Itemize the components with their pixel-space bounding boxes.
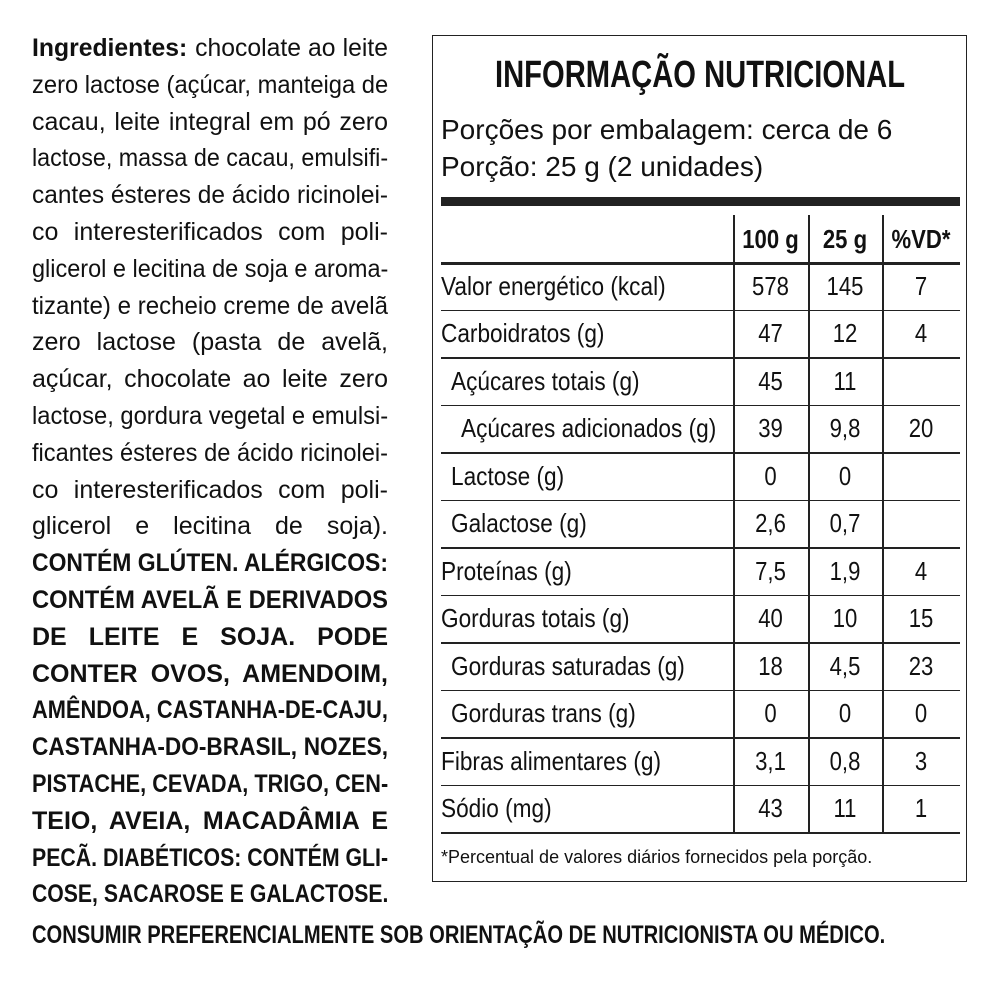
ingredient-line: zero lactose (açúcar, manteiga de — [32, 70, 389, 99]
nutrient-label: Carboidratos (g) — [441, 318, 605, 349]
nutrient-value: 39 — [758, 413, 783, 444]
allergen-line: PECÃ. DIABÉTICOS: CONTÉM GLI- — [32, 843, 389, 872]
nutrient-value: 18 — [758, 650, 783, 681]
nutrient-value: 0,8 — [829, 745, 861, 776]
ingredient-line: Ingredientes: chocolate ao leite — [32, 32, 388, 64]
ingredient-line: cantes ésteres de ácido ricinolei- — [32, 181, 389, 210]
nutrient-label: Sódio (mg) — [441, 793, 552, 824]
allergen-line: CONTÉM GLÚTEN. ALÉRGICOS: — [32, 549, 388, 578]
ingredient-text: chocolate ao leite — [195, 34, 388, 62]
allergen-line: AMÊNDOA, CASTANHA-DE-CAJU, — [32, 696, 388, 725]
nutrition-box — [432, 35, 967, 882]
row-rule — [441, 262, 960, 265]
column-rule — [882, 215, 884, 832]
table-title: INFORMAÇÃO NUTRICIONAL — [495, 54, 906, 96]
nutrient-value: 43 — [758, 793, 783, 824]
nutrient-value: 4 — [914, 555, 928, 586]
nutrient-value: 4 — [914, 318, 928, 349]
column-rule — [808, 215, 810, 832]
ingredient-line: co interesterificados com poli- — [32, 475, 388, 504]
ingredient-line: açúcar, chocolate ao leite zero — [32, 365, 388, 394]
row-rule — [441, 499, 960, 501]
nutrient-value: 15 — [908, 603, 934, 634]
nutrient-value: 45 — [758, 365, 783, 396]
column-header: 25 g — [822, 223, 868, 254]
nutrient-value: 0 — [764, 698, 777, 729]
row-rule — [441, 784, 960, 786]
column-rule — [733, 215, 735, 832]
nutrient-value: 1 — [914, 793, 928, 824]
ingredient-line: cacau, leite integral em pó zero — [32, 107, 388, 136]
row-rule — [441, 737, 960, 739]
nutrient-value: 10 — [832, 603, 858, 634]
nutrient-value: 2,6 — [755, 508, 786, 539]
row-rule — [441, 642, 960, 644]
row-rule — [441, 594, 960, 596]
row-rule — [441, 309, 960, 311]
allergen-line: TEIO, AVEIA, MACADÂMIA E — [32, 806, 388, 835]
row-rule — [441, 404, 960, 406]
ingredient-line: lactose, massa de cacau, emulsifi- — [32, 144, 389, 173]
allergen-line: COSE, SACAROSE E GALACTOSE. — [32, 880, 389, 909]
column-header: %VD* — [891, 223, 951, 254]
allergen-line: CASTANHA-DO-BRASIL, NOZES, — [32, 733, 388, 762]
ingredient-line: glicerol e lecitina de soja e aroma- — [32, 254, 389, 283]
nutrient-label: Lactose (g) — [451, 460, 565, 491]
row-rule — [441, 832, 960, 834]
nutrient-value: 20 — [908, 413, 934, 444]
nutrient-value: 0 — [914, 698, 928, 729]
ingredients-label: Ingredientes: — [32, 34, 188, 62]
row-rule — [441, 357, 960, 359]
nutrient-value: 11 — [833, 793, 857, 824]
column-header: 100 g — [742, 223, 799, 254]
nutrient-value: 47 — [758, 318, 783, 349]
nutrient-label: Valor energético (kcal) — [441, 270, 666, 301]
nutrient-label: Gorduras saturadas (g) — [451, 650, 685, 681]
nutrient-label: Gorduras trans (g) — [451, 698, 636, 729]
nutrient-label: Galactose (g) — [451, 508, 587, 539]
allergen-line: CONTER OVOS, AMENDOIM, — [32, 659, 388, 688]
nutrient-value: 40 — [758, 603, 783, 634]
ingredient-line: zero lactose (pasta de avelã, — [32, 328, 388, 357]
allergen-line: CONTÉM AVELÃ E DERIVADOS — [32, 586, 388, 614]
nutrient-label: Açúcares totais (g) — [451, 365, 640, 396]
serving-info: Porção: 25 g (2 unidades) — [441, 151, 764, 182]
footnote: *Percentual de valores diários fornecido… — [441, 847, 873, 867]
ingredient-line: co interesterificados com poli- — [32, 218, 388, 246]
footer-note: CONSUMIR PREFERENCIALMENTE SOB ORIENTAÇÃ… — [32, 921, 886, 949]
allergen-line: DE LEITE E SOJA. PODE — [32, 622, 388, 651]
nutrient-value: 3 — [914, 745, 928, 776]
row-rule — [441, 452, 960, 454]
nutrient-label: Açúcares adicionados (g) — [461, 413, 717, 444]
nutrient-label: Gorduras totais (g) — [441, 603, 630, 634]
row-rule — [441, 689, 960, 691]
nutrient-value: 0 — [838, 460, 852, 491]
nutrient-value: 9,8 — [829, 413, 861, 444]
nutrient-value: 578 — [752, 270, 789, 301]
nutrient-label: Proteínas (g) — [441, 555, 572, 586]
nutrient-value: 145 — [826, 270, 864, 301]
nutrient-value: 0 — [764, 460, 777, 491]
nutrient-value: 0,7 — [829, 508, 861, 539]
nutrient-label: Fibras alimentares (g) — [441, 745, 661, 776]
nutrient-value: 3,1 — [755, 745, 786, 776]
nutrient-value: 7,5 — [755, 555, 786, 586]
nutrient-value: 7 — [914, 270, 928, 301]
nutrient-value: 4,5 — [829, 650, 861, 681]
ingredient-line: lactose, gordura vegetal e emulsi- — [32, 402, 389, 430]
row-rule — [441, 547, 960, 549]
serving-info: Porções por embalagem: cerca de 6 — [441, 114, 893, 145]
ingredient-line: ficantes ésteres de ácido ricinolei- — [32, 438, 388, 467]
allergen-line: PISTACHE, CEVADA, TRIGO, CEN- — [32, 770, 389, 798]
nutrient-value: 0 — [838, 698, 852, 729]
ingredient-line: tizante) e recheio creme de avelã — [32, 291, 388, 320]
nutrient-value: 23 — [908, 650, 934, 681]
thick-rule — [441, 197, 960, 206]
nutrient-value: 11 — [833, 365, 857, 396]
nutrient-value: 12 — [832, 318, 858, 349]
nutrient-value: 1,9 — [829, 555, 861, 586]
ingredient-line: glicerol e lecitina de soja). — [32, 512, 388, 541]
